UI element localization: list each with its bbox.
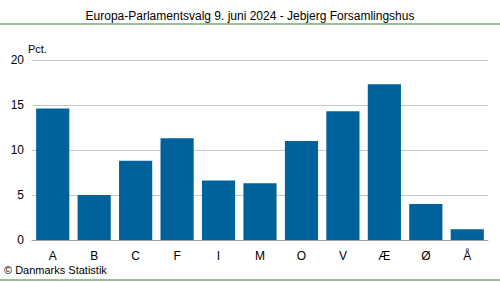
svg-text:© Danmarks Statistik: © Danmarks Statistik [4,264,107,276]
svg-text:Å: Å [463,248,471,263]
svg-text:5: 5 [17,188,24,202]
svg-text:Pct.: Pct. [28,43,47,55]
svg-text:0: 0 [17,233,24,247]
svg-text:C: C [131,249,140,263]
svg-text:I: I [217,249,220,263]
svg-text:Europa-Parlamentsvalg 9. juni: Europa-Parlamentsvalg 9. juni 2024 - Jeb… [86,9,415,23]
svg-text:M: M [255,249,265,263]
svg-text:F: F [173,249,180,263]
svg-text:20: 20 [11,53,25,67]
svg-text:10: 10 [11,143,25,157]
svg-text:A: A [49,249,57,263]
svg-text:Æ: Æ [378,249,390,263]
svg-text:O: O [297,249,306,263]
svg-text:B: B [90,249,98,263]
svg-text:V: V [339,249,347,263]
svg-text:15: 15 [11,98,25,112]
svg-text:Ø: Ø [421,249,430,263]
